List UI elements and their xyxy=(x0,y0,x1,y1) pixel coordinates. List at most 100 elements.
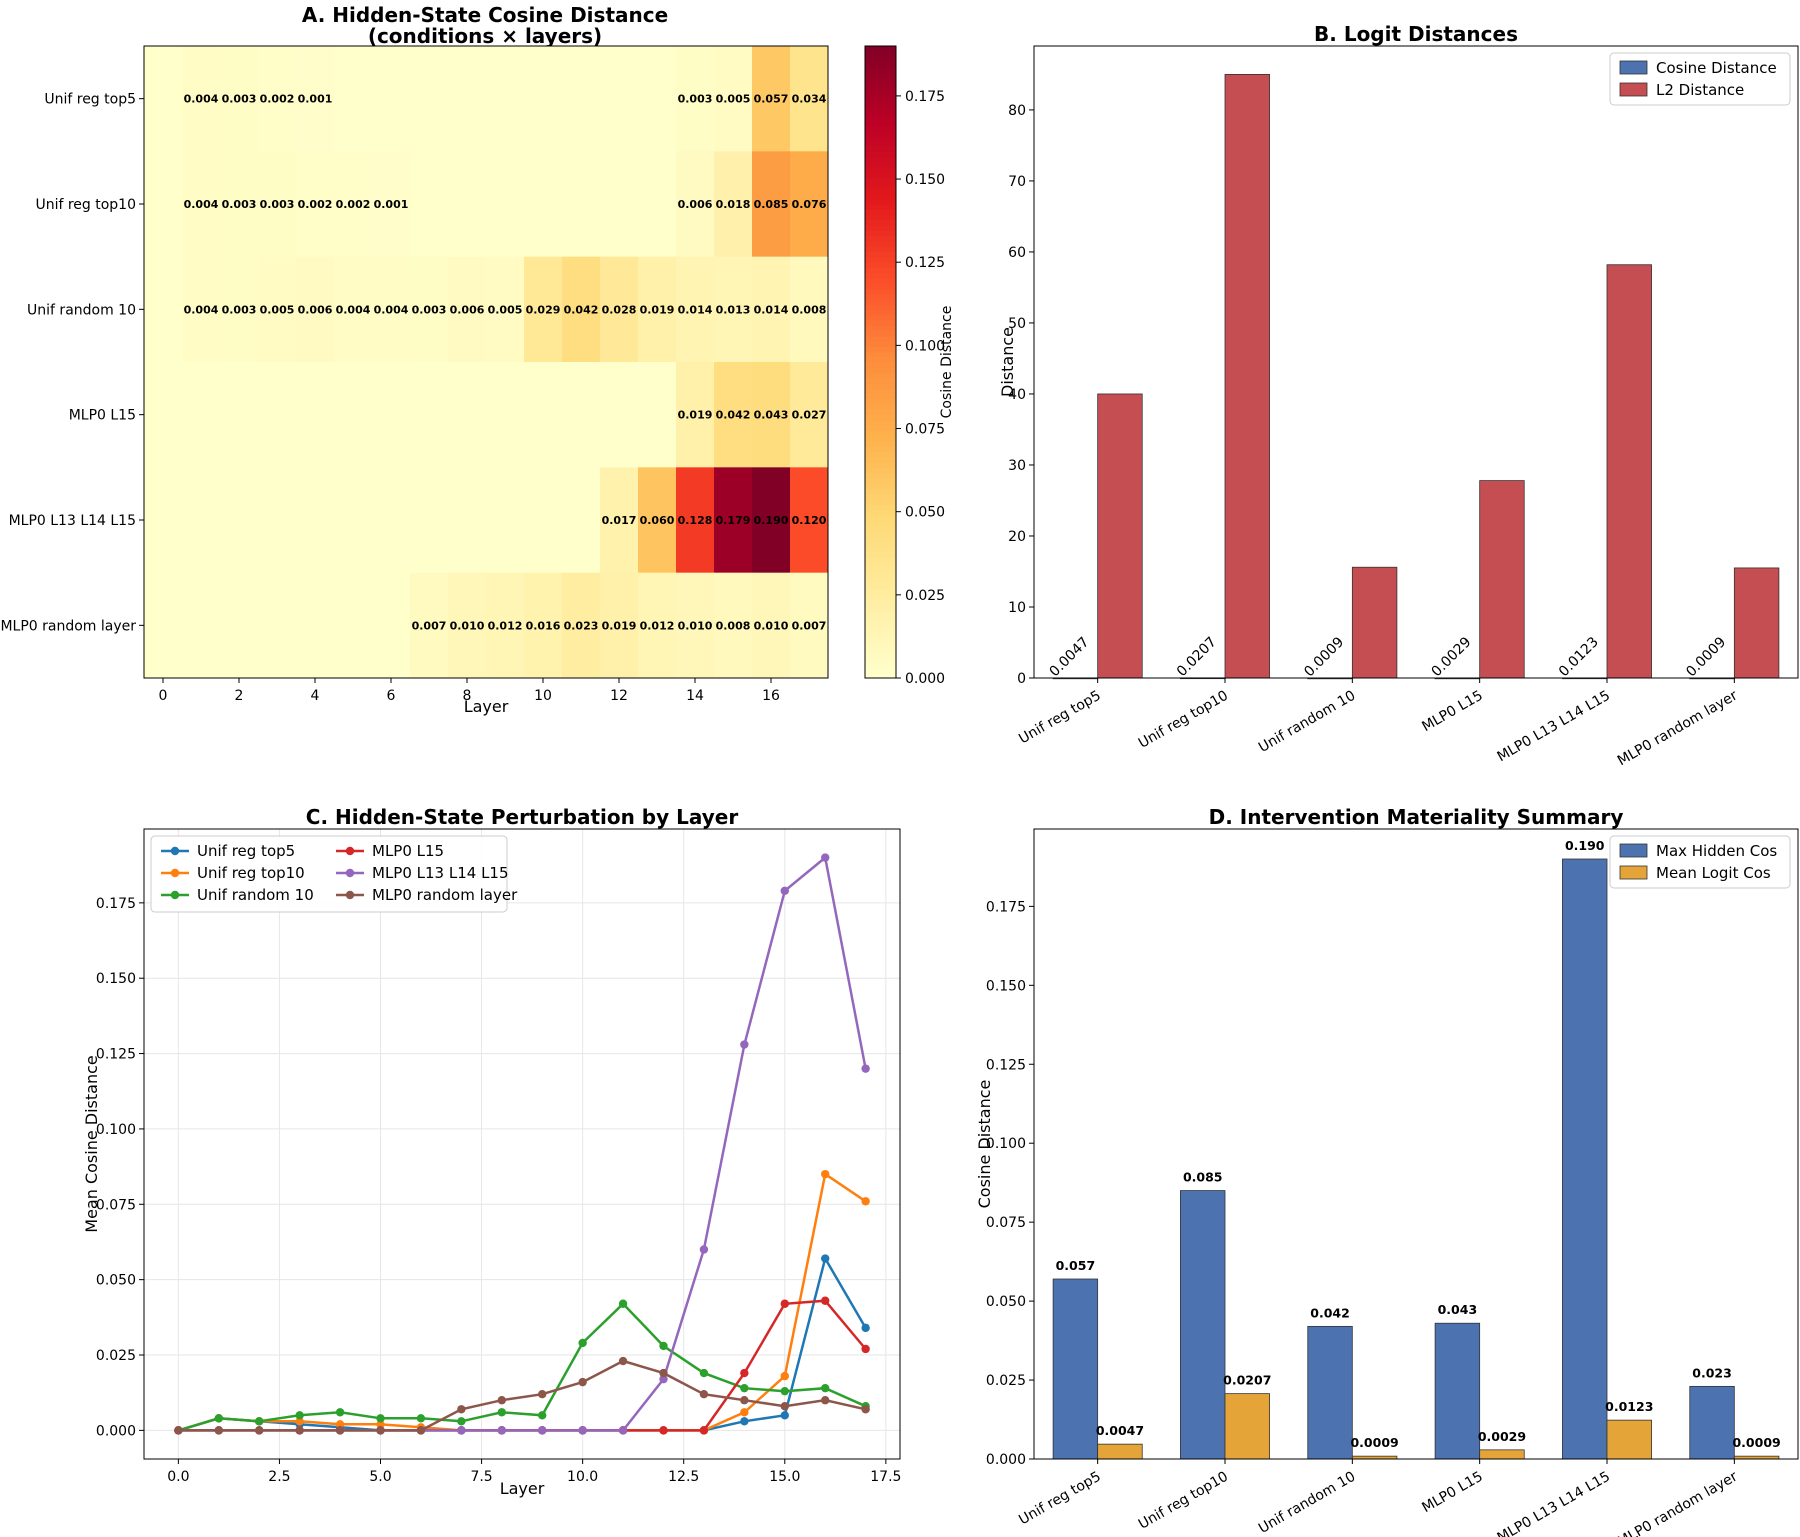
colorbar-segment xyxy=(865,419,896,426)
heatmap-cell-label: 0.005 xyxy=(488,303,523,316)
bar xyxy=(1606,1419,1652,1460)
bar-value-label: 0.0029 xyxy=(1478,1429,1526,1444)
logit-bars: 0 10 20 30 40 50 60 70 80 0.0047 Unif reg top5 0.02… xyxy=(1008,74,1780,769)
data-point xyxy=(821,853,830,862)
row-label: MLP0 L15 xyxy=(69,408,136,424)
heatmap-cell xyxy=(600,362,639,468)
colorbar-segment xyxy=(865,219,896,226)
legend-label: Unif reg top10 xyxy=(197,864,305,882)
data-point xyxy=(376,1414,385,1423)
y-tick-label: 0.075 xyxy=(96,1197,136,1213)
colorbar-segment xyxy=(865,667,896,674)
data-point xyxy=(335,1426,345,1435)
heatmap-cell-label: 0.006 xyxy=(678,198,713,211)
colorbar-segment xyxy=(865,630,896,637)
y-tick-label: 0.125 xyxy=(986,1057,1026,1073)
heatmap-cell xyxy=(448,46,487,152)
colorbar-segment xyxy=(865,172,896,179)
colorbar-segment xyxy=(865,61,896,68)
panel-c-y-label: Mean Cosine Distance xyxy=(82,1055,101,1232)
x-tick-label: 7.5 xyxy=(470,1469,492,1485)
row-label: Unif reg top10 xyxy=(35,197,136,213)
legend-label: Max Hidden Cos xyxy=(1656,842,1777,860)
colorbar-segment xyxy=(865,467,896,474)
data-point xyxy=(861,1323,870,1333)
colorbar-segment xyxy=(865,77,896,84)
heatmap-cell xyxy=(144,151,183,258)
data-point xyxy=(821,1296,830,1305)
heatmap-cell xyxy=(372,362,411,468)
heatmap-cell-label: 0.018 xyxy=(716,198,751,211)
heatmap-x-label: Layer xyxy=(464,697,509,716)
colorbar-segment xyxy=(865,404,896,410)
panel-d-title: D. Intervention Materiality Summary xyxy=(1209,805,1624,829)
data-point xyxy=(416,1414,426,1423)
bar xyxy=(1562,858,1608,1460)
legend-label: Unif random 10 xyxy=(197,886,314,904)
heatmap-cell xyxy=(486,362,525,468)
category-label: Unif reg top10 xyxy=(1136,688,1231,752)
colorbar-segment xyxy=(865,493,896,500)
heatmap-cell-label: 0.043 xyxy=(754,409,789,422)
legend-marker xyxy=(170,890,180,900)
data-point xyxy=(780,886,789,895)
heatmap-cell xyxy=(524,362,563,468)
colorbar-segment xyxy=(865,393,896,400)
data-point xyxy=(295,1411,304,1420)
heatmap-cell xyxy=(182,256,221,363)
data-point xyxy=(821,1254,830,1263)
heatmap-cell xyxy=(600,256,639,363)
colorbar-segment xyxy=(865,204,896,210)
colorbar-segment xyxy=(865,377,896,384)
y-tick-label: 0.050 xyxy=(986,1294,1026,1310)
panel-d: D. Intervention Materiality Summary 0.00… xyxy=(975,805,1799,1537)
colorbar-tick-label: 0.075 xyxy=(905,422,945,438)
data-point xyxy=(295,1417,304,1426)
colorbar-segment xyxy=(865,319,896,326)
colorbar-segment xyxy=(865,646,896,653)
heatmap-cell xyxy=(144,256,183,363)
heatmap-cell-label: 0.060 xyxy=(640,514,675,527)
category-label: Unif reg top10 xyxy=(1136,1469,1231,1533)
heatmap-cell xyxy=(410,572,449,679)
data-point xyxy=(861,1197,870,1206)
heatmap-cell-label: 0.010 xyxy=(450,619,485,632)
legend-swatch xyxy=(1619,60,1648,75)
heatmap-cell xyxy=(752,362,791,468)
colorbar-label: Cosine Distance xyxy=(939,306,955,419)
colorbar-segment xyxy=(865,272,896,279)
colorbar-segment xyxy=(865,140,896,147)
y-tick-label: 0.025 xyxy=(96,1348,136,1364)
heatmap-cell xyxy=(752,46,791,152)
data-point xyxy=(659,1368,668,1378)
x-tick-label: 2 xyxy=(235,688,244,704)
heatmap-cell xyxy=(258,467,297,574)
colorbar-segment xyxy=(865,177,896,184)
data-point xyxy=(618,1426,628,1435)
heatmap-cell xyxy=(334,572,373,679)
data-point xyxy=(457,1405,466,1414)
colorbar-segment xyxy=(865,372,896,379)
heatmap-cell xyxy=(410,46,449,152)
colorbar-segment xyxy=(865,288,896,295)
heatmap-cell xyxy=(524,467,563,574)
category-label: Unif random 10 xyxy=(1256,688,1358,756)
bar-value-label: 0.0009 xyxy=(1732,1435,1780,1450)
colorbar-segment xyxy=(865,604,896,611)
colorbar-segment xyxy=(865,98,896,105)
heatmap-cell-label: 0.008 xyxy=(716,619,751,632)
legend-marker xyxy=(345,846,355,856)
heatmap-cell-label: 0.005 xyxy=(260,303,295,316)
colorbar-segment xyxy=(865,72,896,79)
colorbar-segment xyxy=(865,441,896,447)
heatmap-cell xyxy=(220,151,259,258)
colorbar-segment xyxy=(865,541,896,547)
heatmap-cell-label: 0.010 xyxy=(678,619,713,632)
heatmap-cell xyxy=(220,362,259,468)
panel-d-legend: Max Hidden Cos Mean Logit Cos xyxy=(1609,835,1791,889)
line-plot: 0.0 2.5 5.0 7.5 10.0 12.5 15.0 17.5 0.000 0.025 0.… xyxy=(96,829,901,1485)
colorbar-segment xyxy=(865,620,896,626)
heatmap-cell xyxy=(676,362,715,468)
y-tick-label: 0.000 xyxy=(96,1423,136,1439)
data-point xyxy=(699,1389,709,1399)
